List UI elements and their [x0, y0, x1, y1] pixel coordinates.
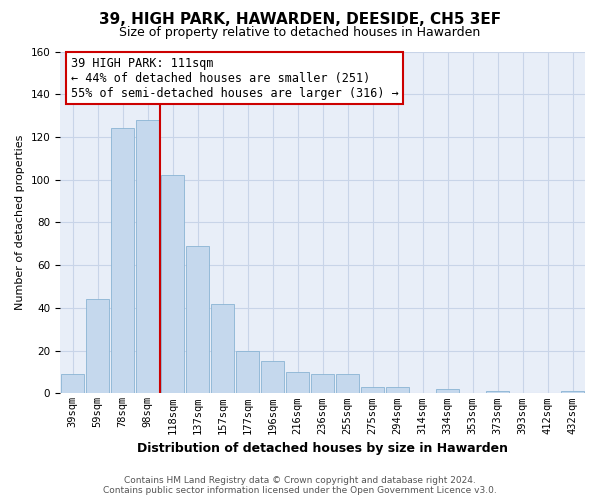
Bar: [286, 372, 309, 394]
Y-axis label: Number of detached properties: Number of detached properties: [15, 135, 25, 310]
Bar: [436, 389, 459, 394]
Bar: [261, 362, 284, 394]
Bar: [336, 374, 359, 394]
Bar: [136, 120, 159, 394]
Text: 39, HIGH PARK, HAWARDEN, DEESIDE, CH5 3EF: 39, HIGH PARK, HAWARDEN, DEESIDE, CH5 3E…: [99, 12, 501, 28]
Bar: [111, 128, 134, 394]
Bar: [236, 350, 259, 394]
Bar: [186, 246, 209, 394]
Text: Size of property relative to detached houses in Hawarden: Size of property relative to detached ho…: [119, 26, 481, 39]
Bar: [561, 392, 584, 394]
Text: 39 HIGH PARK: 111sqm
← 44% of detached houses are smaller (251)
55% of semi-deta: 39 HIGH PARK: 111sqm ← 44% of detached h…: [71, 56, 398, 100]
Bar: [361, 387, 384, 394]
Bar: [61, 374, 84, 394]
Bar: [86, 300, 109, 394]
Text: Contains HM Land Registry data © Crown copyright and database right 2024.
Contai: Contains HM Land Registry data © Crown c…: [103, 476, 497, 495]
Bar: [486, 392, 509, 394]
X-axis label: Distribution of detached houses by size in Hawarden: Distribution of detached houses by size …: [137, 442, 508, 455]
Bar: [386, 387, 409, 394]
Bar: [311, 374, 334, 394]
Bar: [211, 304, 234, 394]
Bar: [161, 176, 184, 394]
